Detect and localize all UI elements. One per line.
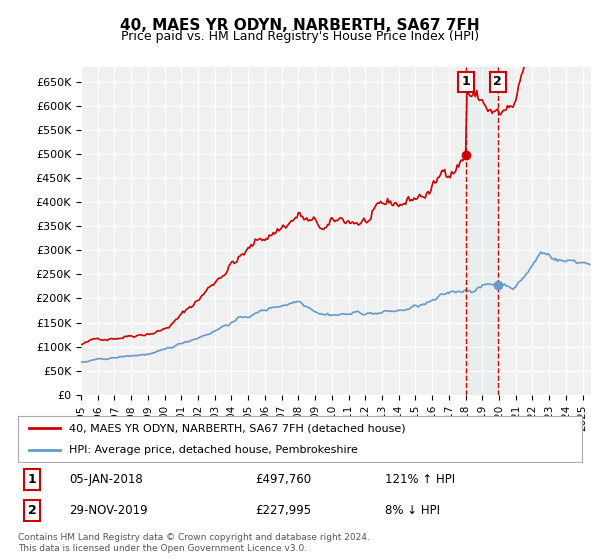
Text: 40, MAES YR ODYN, NARBERTH, SA67 7FH (detached house): 40, MAES YR ODYN, NARBERTH, SA67 7FH (de…	[69, 423, 406, 433]
Bar	[466, 67, 497, 395]
Text: 1: 1	[28, 473, 37, 486]
Text: 2: 2	[493, 76, 502, 88]
Text: 29-NOV-2019: 29-NOV-2019	[69, 504, 148, 517]
Text: Contains HM Land Registry data © Crown copyright and database right 2024.
This d: Contains HM Land Registry data © Crown c…	[18, 533, 370, 553]
Text: 121% ↑ HPI: 121% ↑ HPI	[385, 473, 455, 486]
Text: 05-JAN-2018: 05-JAN-2018	[69, 473, 143, 486]
Text: Price paid vs. HM Land Registry's House Price Index (HPI): Price paid vs. HM Land Registry's House …	[121, 30, 479, 43]
Text: 2: 2	[28, 504, 37, 517]
Text: 8% ↓ HPI: 8% ↓ HPI	[385, 504, 440, 517]
Text: £227,995: £227,995	[255, 504, 311, 517]
Text: 1: 1	[462, 76, 470, 88]
Text: HPI: Average price, detached house, Pembrokeshire: HPI: Average price, detached house, Pemb…	[69, 445, 358, 455]
Text: £497,760: £497,760	[255, 473, 311, 486]
Text: 40, MAES YR ODYN, NARBERTH, SA67 7FH: 40, MAES YR ODYN, NARBERTH, SA67 7FH	[120, 18, 480, 33]
